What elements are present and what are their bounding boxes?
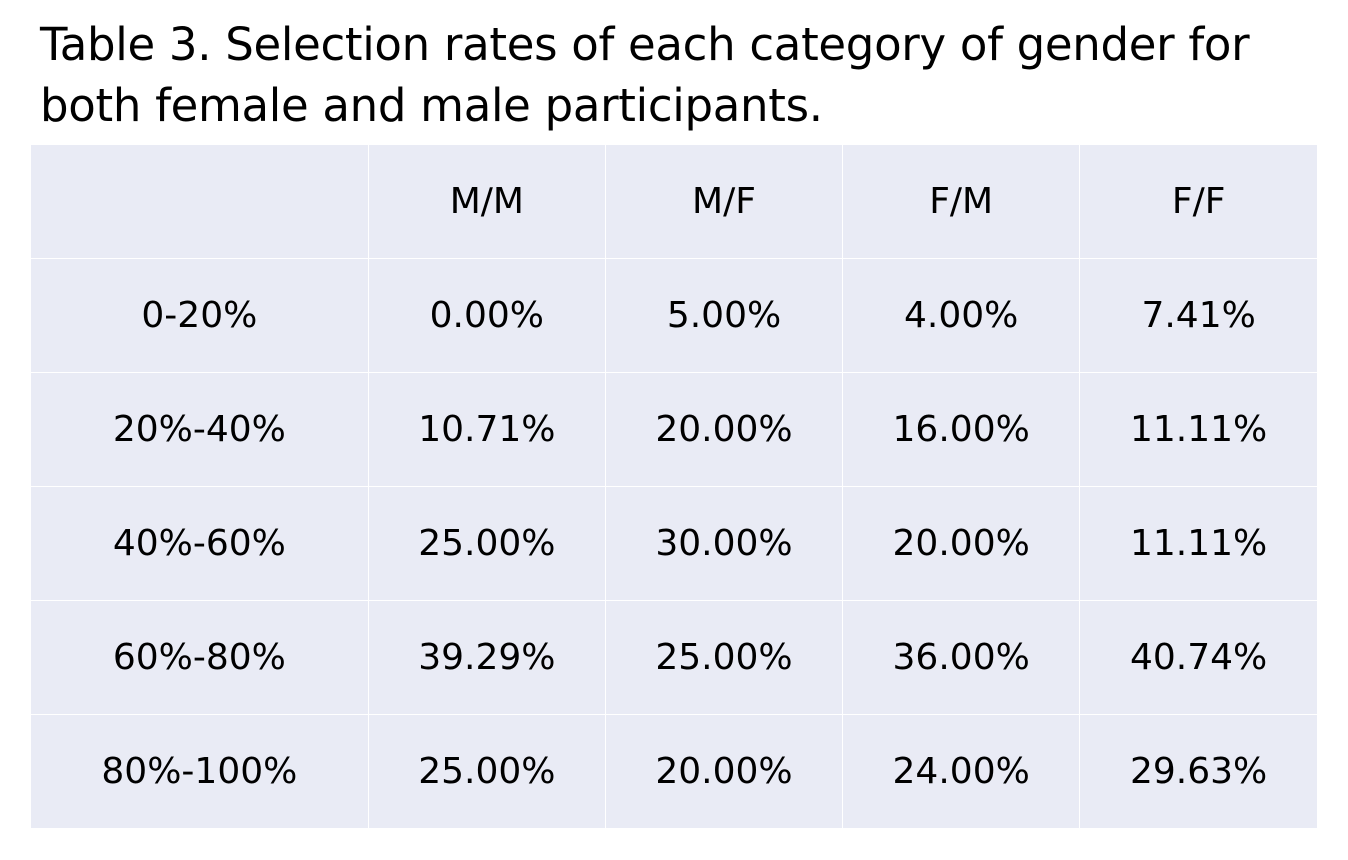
table-cell: 5.00% <box>604 258 844 373</box>
header-row: M/M M/F F/M F/F <box>31 145 1317 259</box>
header-cell-mf: M/F <box>604 145 844 259</box>
table-cell: 40.74% <box>1079 600 1317 715</box>
table-row: 0-20% 0.00% 5.00% 4.00% 7.41% <box>31 258 1317 373</box>
table-cell: 20.00% <box>842 486 1081 601</box>
table-cell: 29.63% <box>1079 714 1317 828</box>
header-cell-corner <box>31 145 369 259</box>
row-label: 40%-60% <box>31 486 369 601</box>
table-caption: Table 3. Selection rates of each categor… <box>40 18 1250 132</box>
table-cell: 11.11% <box>1079 372 1317 487</box>
table-cell: 11.11% <box>1079 486 1317 601</box>
table-cell: 20.00% <box>604 714 844 828</box>
header-cell-fm: F/M <box>842 145 1081 259</box>
row-label: 60%-80% <box>31 600 369 715</box>
table-cell: 36.00% <box>842 600 1081 715</box>
table-cell: 20.00% <box>604 372 844 487</box>
table-cell: 25.00% <box>367 486 606 601</box>
table-cell: 25.00% <box>367 714 606 828</box>
header-cell-mm: M/M <box>367 145 606 259</box>
row-label: 0-20% <box>31 258 369 373</box>
table-cell: 10.71% <box>367 372 606 487</box>
table-cell: 30.00% <box>604 486 844 601</box>
table-cell: 0.00% <box>367 258 606 373</box>
data-table: M/M M/F F/M F/F 0-20% 0.00% 5.00% 4.00% … <box>31 145 1317 828</box>
table-row: 60%-80% 39.29% 25.00% 36.00% 40.74% <box>31 600 1317 715</box>
table-cell: 39.29% <box>367 600 606 715</box>
row-label: 80%-100% <box>31 714 369 828</box>
table-row: 40%-60% 25.00% 30.00% 20.00% 11.11% <box>31 486 1317 601</box>
row-label: 20%-40% <box>31 372 369 487</box>
table-cell: 25.00% <box>604 600 844 715</box>
table-cell: 4.00% <box>842 258 1081 373</box>
table-cell: 7.41% <box>1079 258 1317 373</box>
table-row: 20%-40% 10.71% 20.00% 16.00% 11.11% <box>31 372 1317 487</box>
table-cell: 24.00% <box>842 714 1081 828</box>
table-cell: 16.00% <box>842 372 1081 487</box>
table-row: 80%-100% 25.00% 20.00% 24.00% 29.63% <box>31 714 1317 828</box>
header-cell-ff: F/F <box>1079 145 1317 259</box>
selection-rates-table: M/M M/F F/M F/F 0-20% 0.00% 5.00% 4.00% … <box>31 145 1317 828</box>
